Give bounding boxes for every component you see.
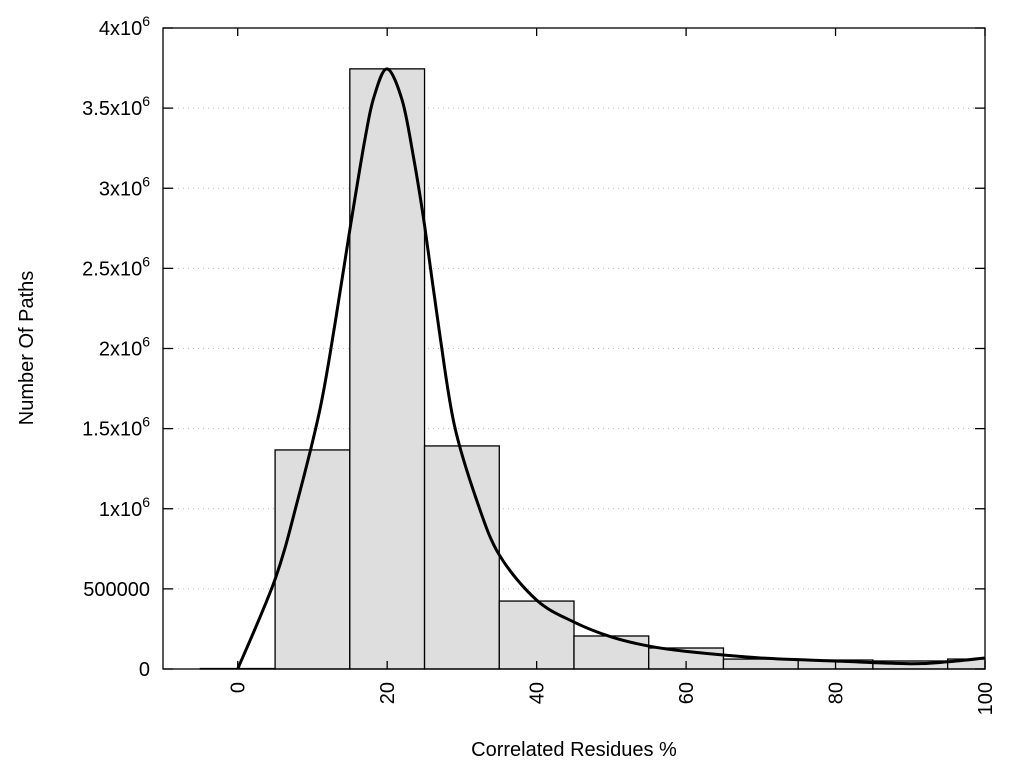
x-tick-label: 100 xyxy=(975,682,997,715)
y-axis-label: Number Of Paths xyxy=(16,271,38,426)
y-tick-label: 4x106 xyxy=(99,13,150,40)
y-tick-label: 500000 xyxy=(83,579,150,601)
x-tick-label: 0 xyxy=(228,682,250,693)
y-tick-label: 3.5x106 xyxy=(82,93,150,120)
y-tick-label: 1x106 xyxy=(99,494,150,521)
histogram-bar xyxy=(425,446,500,669)
histogram-bar xyxy=(275,450,350,669)
y-tick-label: 2.5x106 xyxy=(82,253,150,280)
y-tick-label: 1.5x106 xyxy=(82,414,150,441)
x-tick-label: 20 xyxy=(377,682,399,704)
y-axis: 0 500000 1x106 1.5x106 2x106 2.5x106 3x106 3.5x… xyxy=(82,13,985,681)
x-axis-label: Correlated Residues % xyxy=(471,739,677,761)
x-tick-label: 40 xyxy=(527,682,549,704)
x-tick-label: 60 xyxy=(676,682,698,704)
bars xyxy=(200,69,985,669)
y-tick-label: 2x106 xyxy=(99,334,150,361)
x-tick-label: 80 xyxy=(826,682,848,704)
histogram-bar xyxy=(499,601,574,669)
y-tick-label: 3x106 xyxy=(99,173,150,200)
y-tick-label: 0 xyxy=(139,659,150,681)
histogram-bar xyxy=(574,636,649,669)
